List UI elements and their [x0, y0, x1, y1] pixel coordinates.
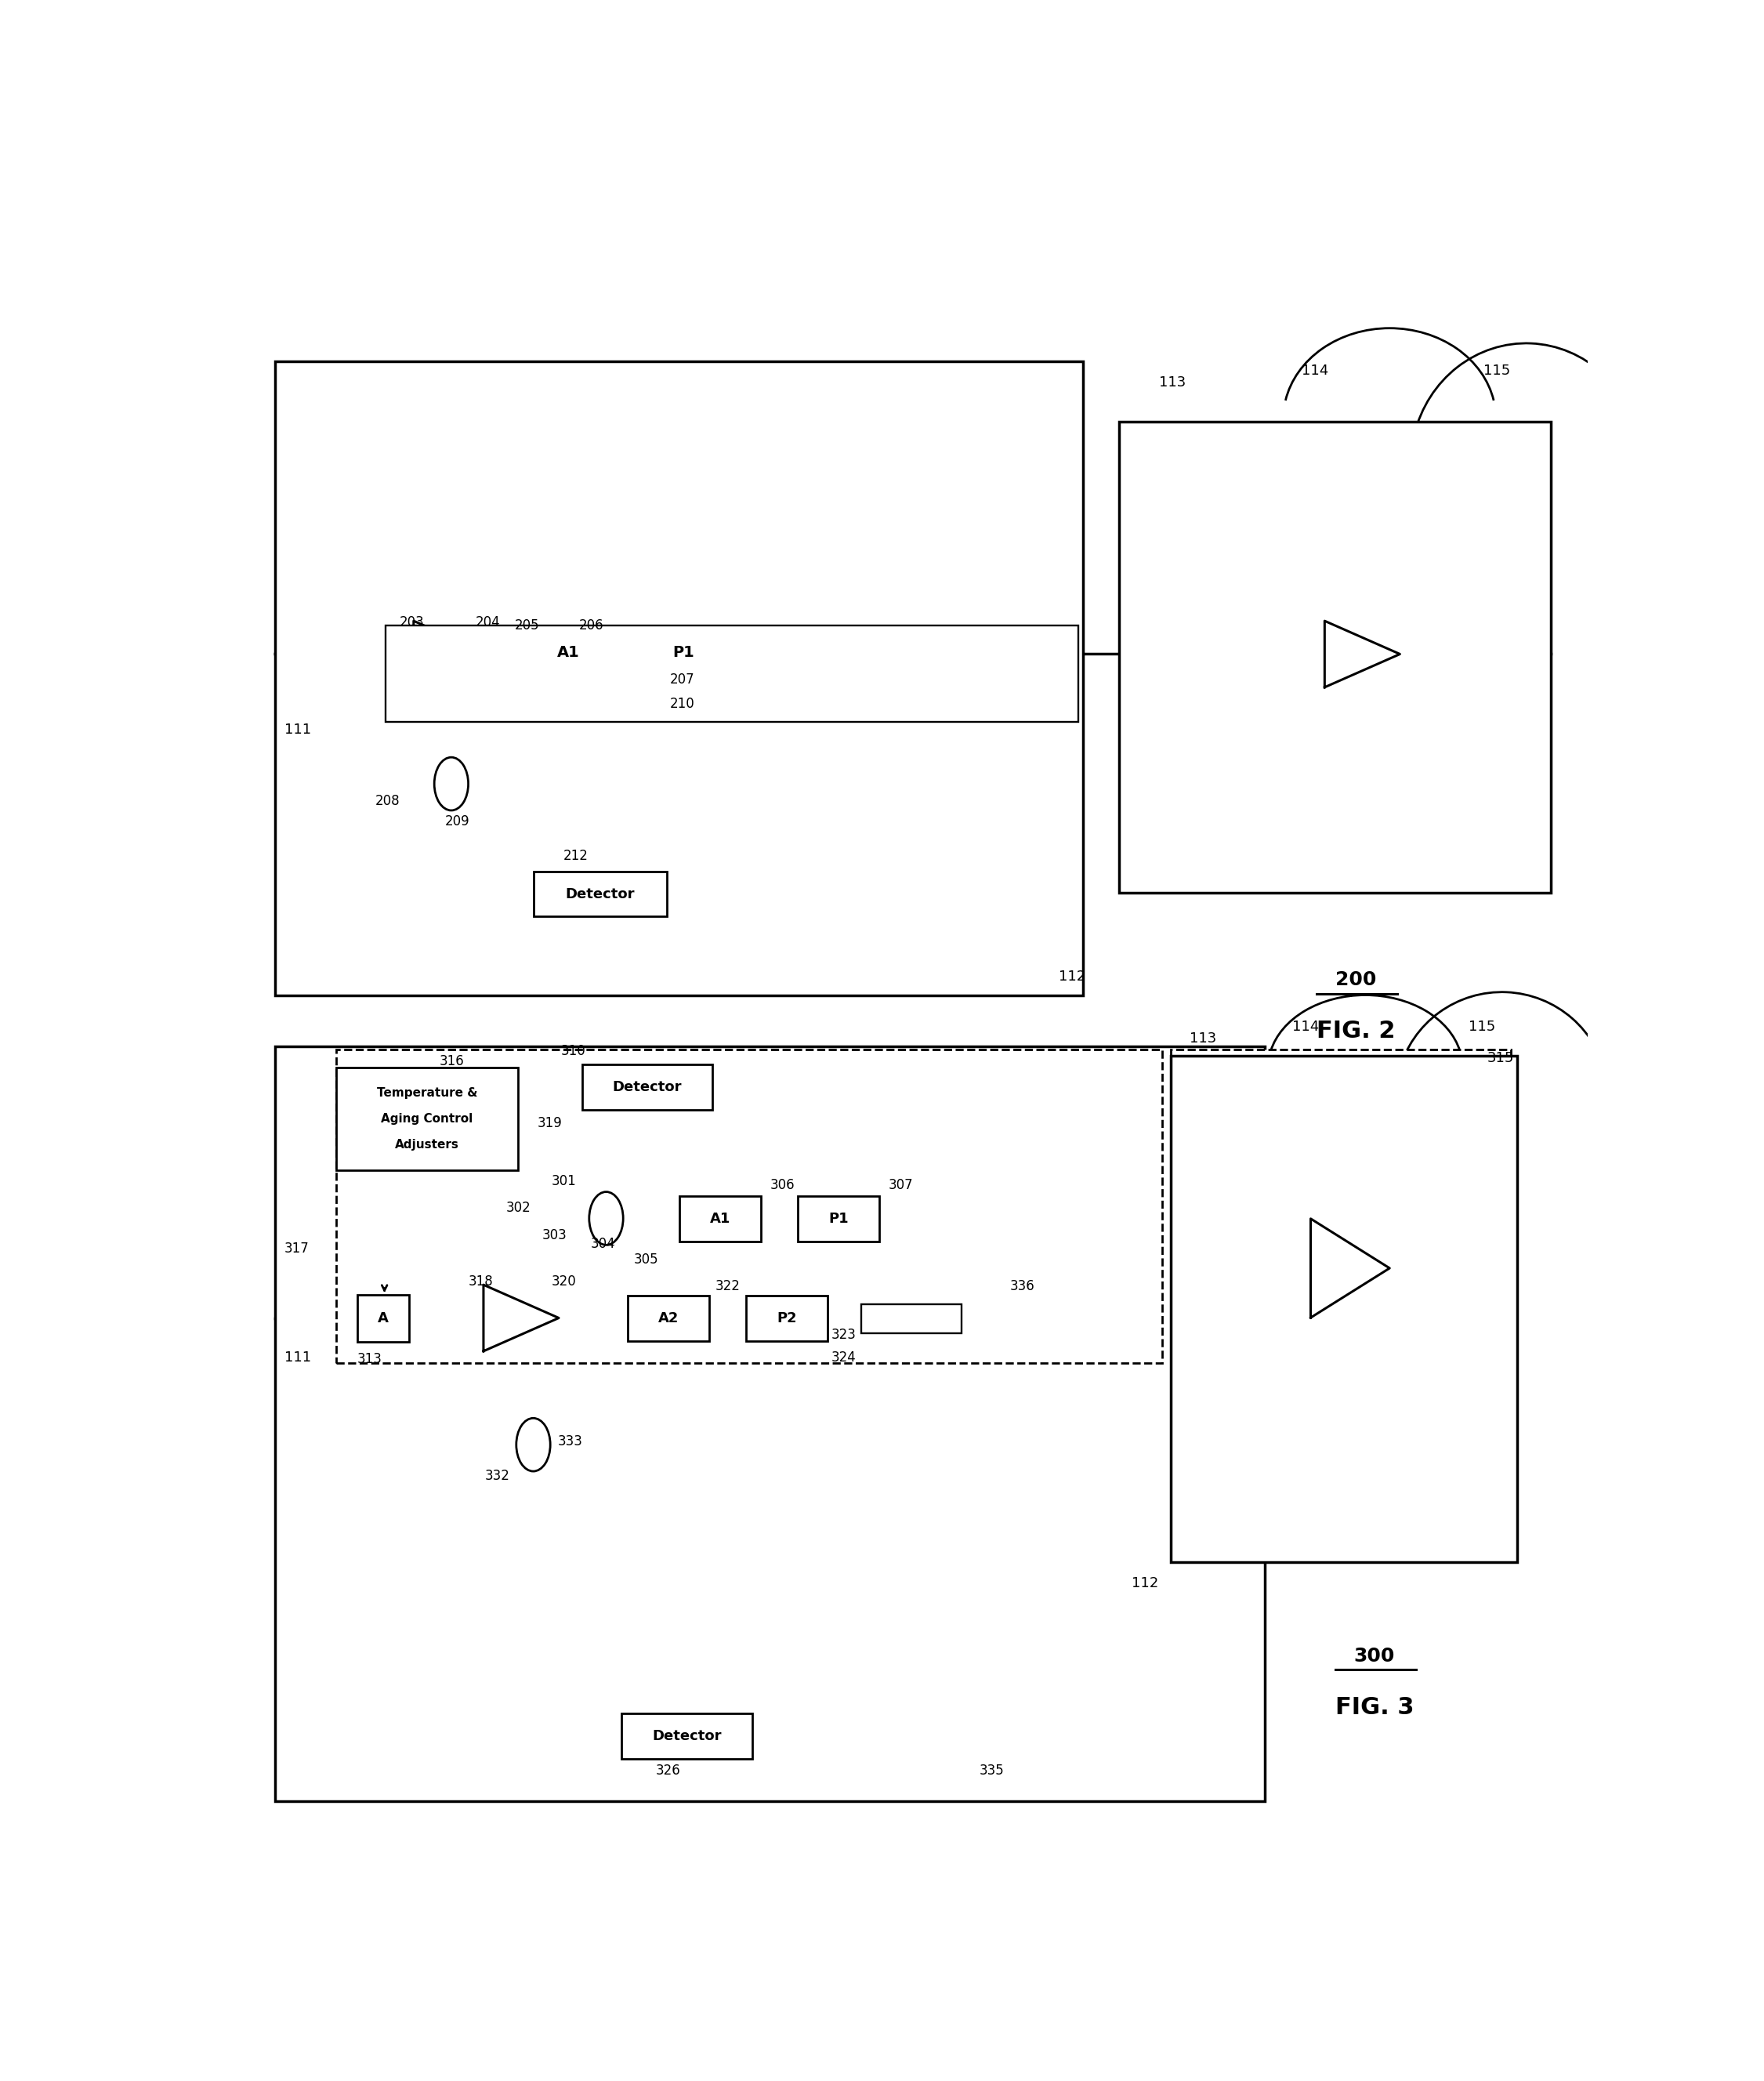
Text: 303: 303 [542, 1228, 568, 1242]
Text: 210: 210 [670, 697, 695, 710]
Text: 300: 300 [1355, 1646, 1395, 1665]
Text: 302: 302 [506, 1201, 531, 1215]
Text: 113: 113 [1159, 375, 1185, 389]
Ellipse shape [517, 1417, 550, 1471]
Bar [861, 1305, 961, 1334]
Text: 318: 318 [467, 1276, 494, 1288]
Text: P2: P2 [776, 1311, 797, 1326]
Bar [275, 1047, 1265, 1800]
Text: 313: 313 [356, 1353, 383, 1365]
Text: A1: A1 [557, 645, 579, 660]
Text: FIG. 2: FIG. 2 [1318, 1020, 1395, 1043]
Text: P1: P1 [829, 1211, 848, 1226]
Bar [746, 1296, 827, 1340]
Text: 306: 306 [771, 1178, 796, 1192]
Text: 212: 212 [564, 849, 589, 864]
Bar [533, 872, 667, 916]
Text: 114: 114 [1293, 1020, 1319, 1034]
Text: 316: 316 [439, 1055, 464, 1068]
Bar [386, 624, 1078, 722]
Text: Temperature &: Temperature & [377, 1086, 478, 1099]
Text: 204: 204 [476, 616, 501, 631]
Bar [533, 631, 616, 674]
Text: 310: 310 [561, 1045, 586, 1059]
Bar [628, 1296, 709, 1340]
Text: 323: 323 [831, 1328, 856, 1342]
Text: 111: 111 [284, 1351, 310, 1365]
Text: P1: P1 [672, 645, 695, 660]
Text: 112: 112 [1131, 1577, 1159, 1590]
Text: 319: 319 [538, 1115, 563, 1130]
Text: 203: 203 [400, 616, 425, 631]
Bar [649, 631, 730, 674]
Text: 315: 315 [1487, 1051, 1514, 1065]
Text: 206: 206 [579, 618, 603, 633]
Text: Adjusters: Adjusters [395, 1138, 459, 1151]
Text: 112: 112 [1058, 970, 1085, 984]
Bar [356, 1294, 409, 1342]
Text: 335: 335 [979, 1763, 1004, 1777]
Text: 322: 322 [716, 1280, 741, 1294]
Text: 320: 320 [552, 1276, 577, 1288]
Text: 304: 304 [591, 1236, 616, 1251]
Bar [1171, 1049, 1512, 1363]
Text: 305: 305 [633, 1253, 658, 1267]
Bar [1120, 422, 1551, 893]
Bar [797, 1197, 880, 1242]
Text: A: A [377, 1311, 388, 1326]
Text: 307: 307 [889, 1178, 914, 1192]
Text: 324: 324 [831, 1351, 856, 1365]
Text: 207: 207 [670, 672, 695, 687]
Text: 336: 336 [1011, 1280, 1035, 1294]
Text: Detector: Detector [612, 1080, 683, 1095]
Bar [1171, 1055, 1517, 1563]
Bar [335, 1049, 1162, 1363]
Text: FIG. 3: FIG. 3 [1335, 1696, 1413, 1719]
Text: Detector: Detector [566, 887, 635, 901]
Text: A1: A1 [709, 1211, 730, 1226]
Text: A2: A2 [658, 1311, 679, 1326]
Text: 332: 332 [485, 1469, 510, 1484]
Text: 115: 115 [1469, 1020, 1496, 1034]
Text: 115: 115 [1484, 364, 1510, 377]
Ellipse shape [589, 1192, 623, 1244]
Text: 326: 326 [656, 1763, 681, 1777]
Text: 317: 317 [284, 1242, 309, 1255]
Text: 209: 209 [445, 814, 469, 828]
Text: 333: 333 [557, 1434, 582, 1448]
Bar [335, 1068, 519, 1170]
Bar [582, 1065, 713, 1109]
Text: 208: 208 [376, 793, 400, 807]
Text: 114: 114 [1302, 364, 1328, 377]
Text: 205: 205 [515, 618, 540, 633]
Ellipse shape [434, 757, 467, 810]
Text: Detector: Detector [653, 1729, 721, 1744]
Bar [679, 1197, 760, 1242]
Text: 200: 200 [1335, 970, 1376, 988]
Text: Aging Control: Aging Control [381, 1113, 473, 1124]
Text: 111: 111 [284, 722, 310, 737]
Text: 301: 301 [552, 1174, 577, 1188]
Bar [275, 362, 1083, 995]
Bar [621, 1713, 751, 1758]
Text: 113: 113 [1189, 1032, 1215, 1045]
